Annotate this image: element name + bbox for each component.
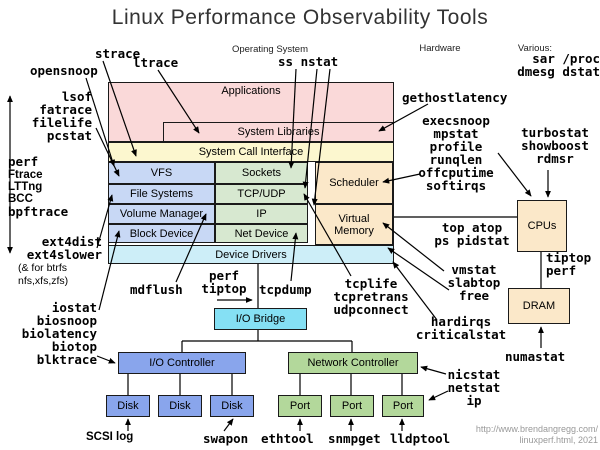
box-virtual-memory: Virtual Memory	[315, 204, 393, 245]
tool-swapon: swapon	[203, 431, 249, 446]
tool-ethtool: ethtool	[261, 431, 314, 446]
box-port-3: Port	[382, 395, 424, 417]
box-volume-manager: Volume Manager	[108, 204, 215, 224]
box-disk-2: Disk	[158, 395, 202, 417]
box-io-controller: I/O Controller	[118, 352, 246, 374]
tool-strace: strace	[95, 46, 141, 61]
tool-scsi-log: SCSI log	[86, 431, 134, 443]
box-system-libraries: System Libraries	[163, 122, 394, 142]
box-port-1: Port	[278, 395, 322, 417]
box-tcp-udp: TCP/UDP	[215, 184, 308, 204]
box-disk-1: Disk	[106, 395, 150, 417]
tool-perf-tiptop: perf tiptop	[201, 268, 247, 296]
tool-mdflush: mdflush	[130, 282, 183, 297]
tool-file-group: lsof fatrace filelife pcstat	[31, 89, 92, 143]
tool-snmpget: snmpget	[328, 431, 381, 446]
tool-ss-nstat: ss nstat	[278, 54, 339, 69]
tool-mem-group: vmstat slabtop free	[447, 262, 501, 303]
box-net-device: Net Device	[215, 224, 308, 243]
box-io-bridge: I/O Bridge	[214, 308, 307, 330]
box-device-drivers: Device Drivers	[108, 245, 394, 264]
tool-opensnoop: opensnoop	[30, 63, 98, 78]
tool-bpftrace: bpftrace	[8, 204, 69, 219]
header-hardware: Hardware	[419, 43, 461, 54]
tool-tcpdump: tcpdump	[259, 282, 312, 297]
tool-ltrace: ltrace	[133, 55, 179, 70]
tool-ftrace: Ftrace	[8, 169, 43, 181]
tool-sched-group: execsnoop mpstat profile runqlen offcput…	[418, 113, 494, 193]
box-disk-3: Disk	[210, 395, 254, 417]
header-operating-system: Operating System	[231, 44, 309, 55]
tool-numastat: numastat	[505, 349, 566, 364]
box-block-device: Block Device	[108, 224, 215, 243]
header-various: Various:	[517, 43, 553, 54]
box-port-2: Port	[330, 395, 374, 417]
box-network-controller: Network Controller	[288, 352, 418, 374]
arrow-swapon-to-disk3	[223, 418, 234, 432]
page-title: Linux Performance Observability Tools	[111, 6, 489, 29]
tool-tcp-group: tcplife tcpretrans udpconnect	[333, 276, 409, 317]
tool-tiptop-perf: tiptop perf	[546, 250, 592, 278]
box-scheduler: Scheduler	[315, 162, 393, 204]
tool-gethostlatency: gethostlatency	[402, 90, 508, 105]
tool-irq-group: hardirqs criticalstat	[415, 314, 507, 342]
attribution: http://www.brendangregg.com/ linuxperf.h…	[475, 424, 598, 445]
tool-lttng: LTTng	[8, 181, 43, 193]
arrow-blktrace-to-iocontroller	[96, 355, 116, 364]
tool-nic-group: nicstat netstat ip	[447, 367, 501, 408]
tool-proc-group: top atop ps pidstat	[434, 220, 510, 248]
tool-ext4-group: ext4dist ext4slower	[26, 234, 102, 262]
box-dram: DRAM	[508, 288, 570, 324]
box-vfs: VFS	[108, 162, 215, 184]
box-sockets: Sockets	[215, 162, 308, 184]
box-ip: IP	[215, 204, 308, 224]
tool-cpu-hw-group: turbostat showboost rdmsr	[521, 125, 589, 166]
box-system-call-interface: System Call Interface	[108, 142, 394, 162]
box-file-systems: File Systems	[108, 184, 215, 204]
tool-lldptool: lldptool	[390, 431, 451, 446]
tool-bcc: BCC	[8, 193, 33, 205]
tool-perf: perf	[8, 154, 39, 169]
tool-block-group: iostat biosnoop biolatency biotop blktra…	[21, 300, 97, 367]
tool-btrfs-note: (& for btrfs nfs,xfs,zfs)	[18, 262, 69, 287]
tool-sar-group: sar /proc dmesg dstat	[517, 51, 600, 79]
box-cpus: CPUs	[517, 200, 567, 252]
